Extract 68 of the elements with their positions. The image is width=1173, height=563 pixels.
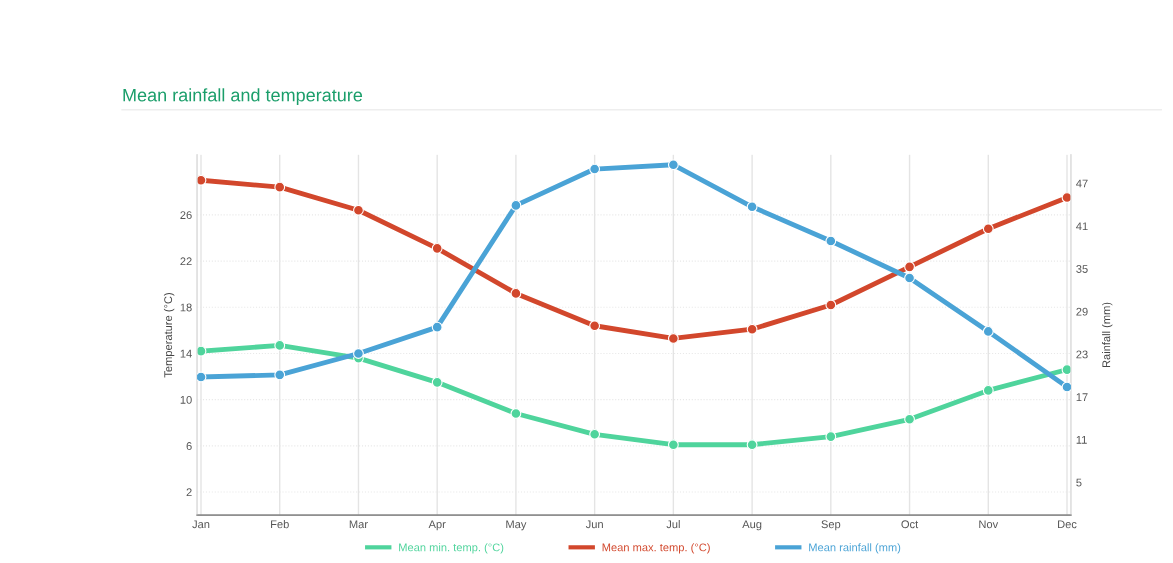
- y2-tick-label: 47: [1076, 179, 1088, 188]
- point: [589, 163, 601, 175]
- point: [746, 201, 758, 213]
- y-tick-label: 6: [186, 442, 192, 450]
- y2-tick-label: 5: [1076, 478, 1082, 487]
- x-tick-label: Feb: [271, 520, 289, 529]
- x-tick-label: Jun: [585, 520, 603, 529]
- y-tick-label: 2: [186, 488, 192, 497]
- point: [353, 348, 364, 359]
- point: [825, 431, 837, 443]
- y2-tick-label: 29: [1076, 307, 1088, 316]
- point: [1061, 381, 1071, 393]
- point: [274, 339, 286, 351]
- point: [431, 321, 443, 333]
- point: [667, 333, 679, 344]
- y2-tick-label: 41: [1076, 222, 1088, 231]
- point: [197, 174, 207, 186]
- y-tick-label: 18: [180, 303, 192, 312]
- y-tick-label: 14: [180, 349, 192, 358]
- point: [274, 181, 286, 193]
- point: [510, 199, 522, 211]
- x-tick-label: Mar: [349, 520, 368, 529]
- point: [589, 428, 601, 440]
- point: [746, 323, 758, 335]
- point: [746, 439, 758, 451]
- y-tick-label: 22: [180, 257, 192, 266]
- y2-axis-title: Rainfall (mm): [1102, 302, 1113, 368]
- x-tick-label: Apr: [428, 520, 446, 531]
- point: [667, 439, 679, 451]
- point: [197, 371, 207, 383]
- point: [904, 413, 915, 425]
- legend-label: Mean min. temp. (°C): [399, 543, 504, 554]
- x-tick-label: Aug: [742, 520, 762, 531]
- point: [904, 272, 915, 284]
- point: [982, 326, 994, 337]
- legend-label: Mean max. temp. (°C): [602, 543, 710, 554]
- x-tick-label: Nov: [979, 520, 999, 529]
- point: [353, 204, 364, 216]
- legend-label: Mean rainfall (mm): [809, 543, 901, 554]
- point: [431, 376, 443, 388]
- point: [431, 242, 443, 254]
- x-tick-label: Dec: [1058, 520, 1077, 529]
- x-tick-label: Sep: [821, 520, 841, 531]
- y2-tick-label: 11: [1076, 436, 1087, 444]
- y2-tick-label: 35: [1076, 265, 1088, 273]
- x-tick-label: May: [506, 520, 527, 531]
- y2-tick-label: 23: [1076, 350, 1088, 359]
- y-axis-title: Temperature (°C): [163, 293, 175, 378]
- x-tick-label: Jan: [192, 520, 210, 529]
- y-tick-label: 10: [180, 395, 192, 404]
- point: [904, 261, 915, 273]
- point: [825, 299, 837, 311]
- point: [982, 223, 994, 235]
- point: [667, 159, 679, 171]
- point: [510, 408, 522, 419]
- point: [982, 385, 994, 396]
- chart-title: Mean rainfall and temperature: [123, 88, 363, 106]
- point: [1061, 192, 1071, 203]
- y-tick-label: 26: [180, 211, 192, 220]
- point: [825, 235, 837, 247]
- point: [1061, 364, 1071, 376]
- y2-tick-label: 17: [1076, 393, 1088, 401]
- point: [589, 320, 601, 332]
- point: [510, 287, 522, 299]
- point: [197, 345, 207, 357]
- x-tick-label: Oct: [901, 520, 919, 529]
- x-tick-label: Jul: [666, 520, 680, 529]
- point: [274, 369, 286, 381]
